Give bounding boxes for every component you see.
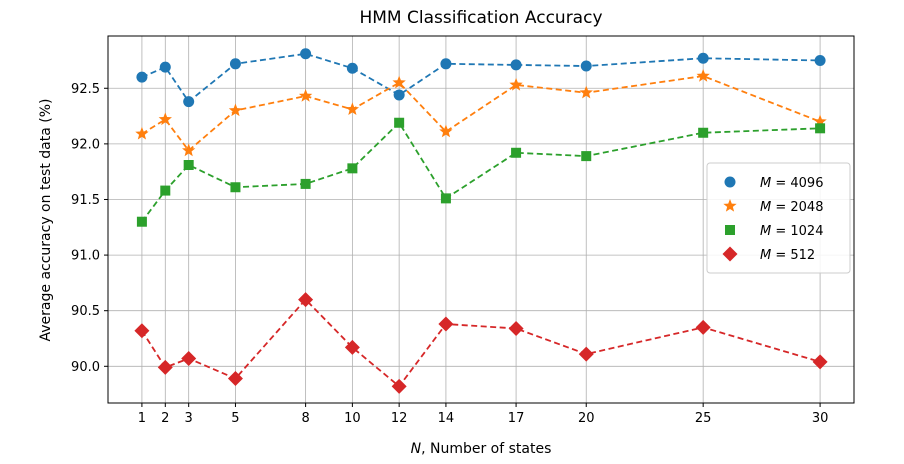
x-axis-label-text: , Number of states bbox=[421, 441, 551, 457]
data-point-star bbox=[228, 103, 243, 117]
y-tick-label: 90.0 bbox=[71, 360, 100, 375]
legend-label-value: = 1024 bbox=[771, 224, 823, 239]
legend-label: M = 1024 bbox=[760, 224, 823, 239]
data-point-star bbox=[392, 75, 406, 89]
data-point-diamond bbox=[391, 378, 407, 394]
data-point-square bbox=[815, 123, 826, 134]
y-tick-label: 91.0 bbox=[71, 249, 100, 264]
data-point-star bbox=[158, 112, 172, 126]
data-point-diamond bbox=[134, 323, 150, 339]
data-point-diamond bbox=[227, 371, 243, 387]
x-tick-label: 1 bbox=[138, 411, 146, 426]
x-tick-label: 5 bbox=[231, 411, 239, 426]
x-tick-label: 8 bbox=[301, 411, 309, 426]
data-point-square bbox=[160, 185, 171, 196]
series-line-1 bbox=[141, 75, 821, 152]
data-point-diamond bbox=[438, 316, 454, 332]
data-point-star bbox=[813, 114, 827, 128]
x-tick-label: 2 bbox=[161, 411, 169, 426]
legend-label-var: M bbox=[760, 248, 771, 263]
legend-label: M = 4096 bbox=[760, 176, 823, 191]
chart-title: HMM Classification Accuracy bbox=[359, 8, 602, 28]
data-point-diamond bbox=[508, 320, 524, 336]
data-point-diamond bbox=[812, 354, 828, 370]
data-point-diamond bbox=[695, 319, 711, 335]
legend-marker-circle bbox=[724, 176, 736, 188]
legend-label-value: = 512 bbox=[771, 248, 815, 263]
y-axis-ticks: 90.0 90.5 91.0 91.5 92.0 92.5 bbox=[71, 82, 108, 375]
data-point-diamond bbox=[578, 346, 594, 362]
data-point-circle bbox=[393, 89, 405, 101]
data-point-star bbox=[439, 124, 453, 138]
legend-label-var: M bbox=[760, 176, 771, 191]
y-tick-label: 92.5 bbox=[71, 82, 100, 97]
x-axis-label-var: N bbox=[411, 441, 422, 457]
data-point-circle bbox=[697, 52, 709, 64]
data-point-square bbox=[511, 147, 522, 158]
data-point-square bbox=[581, 151, 592, 162]
x-tick-label: 3 bbox=[185, 411, 193, 426]
data-point-circle bbox=[300, 48, 312, 60]
data-point-star bbox=[345, 102, 360, 116]
x-tick-label: 20 bbox=[578, 411, 595, 426]
data-point-star bbox=[298, 89, 313, 102]
legend-box bbox=[706, 162, 851, 274]
y-axis-label: Average accuracy on test data (%) bbox=[38, 99, 54, 342]
plot-frame bbox=[107, 35, 855, 404]
legend-label-var: M bbox=[760, 224, 771, 239]
x-tick-label: 10 bbox=[344, 411, 361, 426]
y-tick-label: 91.5 bbox=[71, 193, 100, 208]
series-line-0 bbox=[141, 52, 821, 103]
data-point-circle bbox=[229, 58, 241, 70]
data-point-square bbox=[183, 160, 194, 171]
data-point-star bbox=[696, 69, 710, 82]
legend-label: M = 512 bbox=[760, 248, 815, 263]
series-markers bbox=[134, 48, 828, 394]
y-tick-label: 92.0 bbox=[71, 137, 100, 152]
data-point-square bbox=[347, 163, 358, 174]
x-tick-label: 25 bbox=[695, 411, 712, 426]
legend-label-var: M bbox=[760, 200, 771, 215]
data-point-square bbox=[230, 182, 241, 193]
data-point-star bbox=[509, 77, 523, 91]
legend-marker-square bbox=[725, 225, 735, 235]
data-point-square bbox=[394, 117, 405, 128]
y-tick-label: 90.5 bbox=[71, 304, 100, 319]
data-point-diamond bbox=[157, 359, 173, 375]
legend-label-value: = 2048 bbox=[771, 200, 823, 215]
data-point-star bbox=[135, 126, 149, 140]
x-tick-label: 12 bbox=[391, 411, 408, 426]
data-point-circle bbox=[136, 71, 148, 83]
data-point-square bbox=[300, 178, 311, 189]
legend-label: M = 2048 bbox=[760, 200, 823, 215]
data-point-diamond bbox=[344, 339, 360, 355]
legend-marker-star bbox=[723, 199, 737, 212]
data-point-square bbox=[440, 193, 451, 204]
data-point-circle bbox=[159, 61, 171, 73]
data-point-star bbox=[182, 143, 196, 157]
data-point-diamond bbox=[298, 292, 314, 308]
legend-label-value: = 4096 bbox=[771, 176, 823, 191]
data-point-square bbox=[136, 216, 147, 227]
data-point-circle bbox=[510, 59, 522, 71]
data-point-circle bbox=[440, 58, 452, 70]
x-axis-label: N, Number of states bbox=[411, 441, 552, 457]
data-point-diamond bbox=[181, 351, 197, 367]
data-point-circle bbox=[814, 54, 826, 66]
x-tick-label: 17 bbox=[508, 411, 525, 426]
x-axis-ticks: 1 2 3 5 8 10 12 14 17 20 25 30 bbox=[138, 403, 829, 426]
data-point-circle bbox=[346, 62, 358, 74]
data-point-star bbox=[579, 85, 593, 99]
data-point-circle bbox=[183, 96, 195, 108]
x-tick-label: 30 bbox=[812, 411, 829, 426]
data-point-square bbox=[698, 127, 709, 138]
legend-marker-diamond bbox=[722, 246, 738, 262]
data-point-circle bbox=[580, 60, 592, 72]
x-tick-label: 14 bbox=[438, 411, 455, 426]
